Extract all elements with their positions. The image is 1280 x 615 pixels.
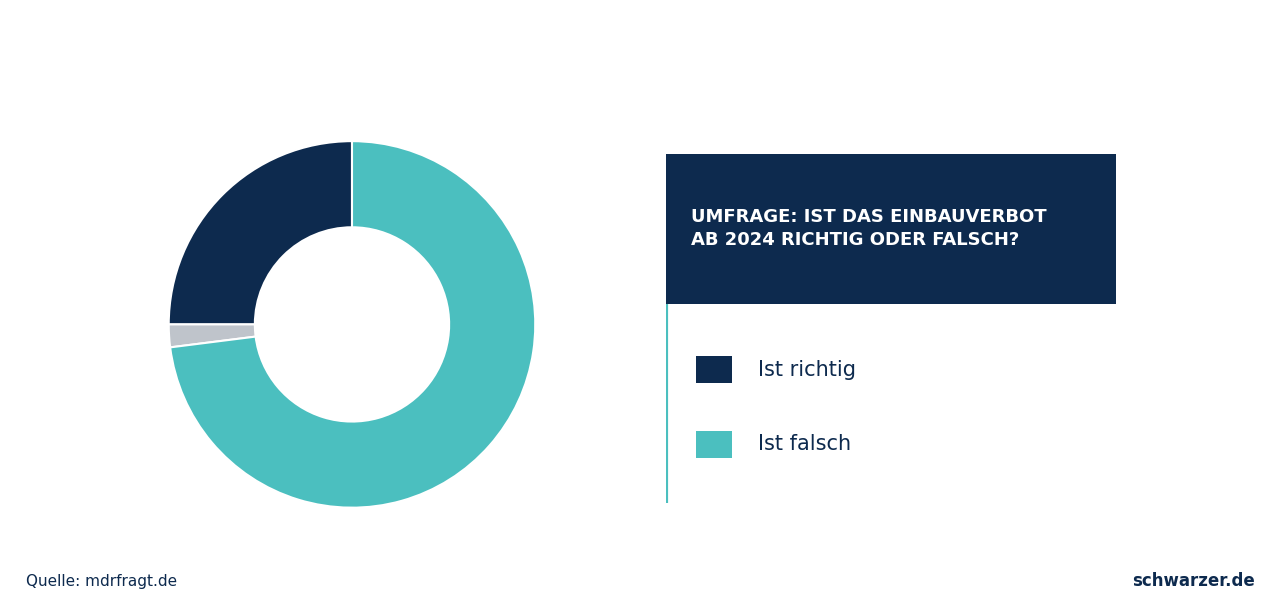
- Bar: [696, 356, 732, 383]
- Text: Ist falsch: Ist falsch: [758, 434, 851, 454]
- Text: schwarzer.de: schwarzer.de: [1132, 572, 1254, 590]
- Wedge shape: [169, 141, 352, 325]
- Wedge shape: [169, 325, 256, 347]
- Text: Quelle: mdrfragt.de: Quelle: mdrfragt.de: [26, 574, 177, 589]
- Bar: [696, 430, 732, 458]
- Wedge shape: [170, 141, 535, 507]
- Text: UMFRAGE: IST DAS EINBAUVERBOT
AB 2024 RICHTIG ODER FALSCH?: UMFRAGE: IST DAS EINBAUVERBOT AB 2024 RI…: [691, 208, 1047, 250]
- Text: Ist richtig: Ist richtig: [758, 360, 856, 380]
- Text: Umfrage: „Einbauverbot für Öl- & Gasheiungen ab 2024“: Umfrage: „Einbauverbot für Öl- & Gasheiu…: [58, 22, 1222, 62]
- Bar: [666, 154, 1116, 304]
